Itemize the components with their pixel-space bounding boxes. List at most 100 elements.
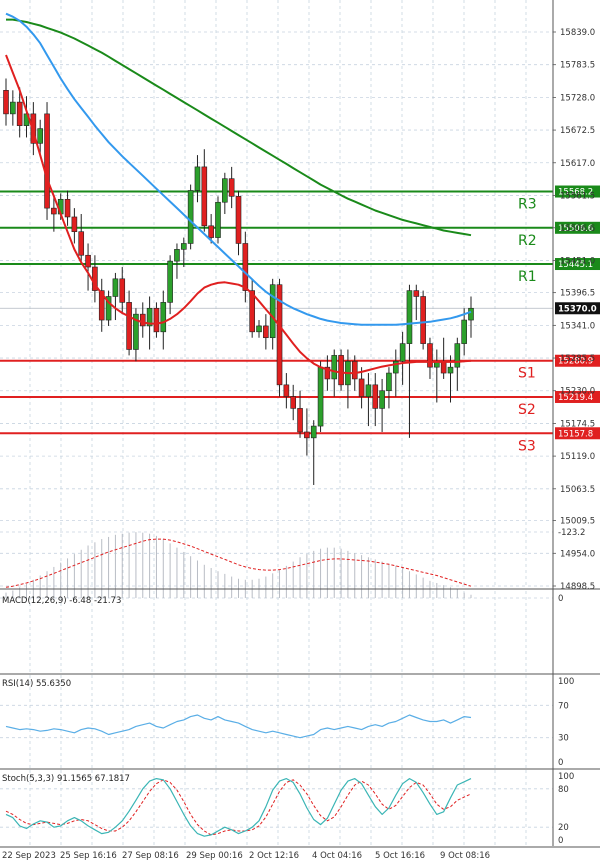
price-tick-label: 15396.5 [560,289,595,299]
time-tick-label: 4 Oct 04:16 [312,851,362,861]
stoch-k-line [5,777,472,837]
candle-bull [160,302,167,333]
candle-bear [249,290,255,333]
candle-bear [324,366,331,380]
candle-bull [167,260,173,303]
macd-axis: 0 -123.2 [558,528,585,604]
price-tick-label: 15451.0 [560,257,595,267]
candle-bear [276,284,283,386]
candle-bull [256,325,262,333]
moving-averages [5,12,472,375]
price-tick-label: 15119.0 [560,452,595,462]
price-tick-label: 15672.5 [560,126,595,136]
candle-bear [440,360,447,374]
level-name-s1: S1 [518,366,536,382]
candle-bull [365,384,372,397]
price-tick-label: 15341.0 [560,321,595,331]
candle-bear [64,198,71,218]
price-tick-label: 15728.0 [560,93,595,103]
price-tick-label: 15561.5 [560,191,595,201]
candle-bull [317,366,324,427]
ma-fast-line [5,54,472,375]
candle-bull [379,390,385,409]
candle-bear [283,384,290,397]
candle-bear [119,278,126,303]
price-tick-label: 15174.5 [560,419,595,429]
candle-bear [3,90,9,115]
candle-bear [297,408,303,433]
price-axis: 15839.0 15783.5 15728.0 15672.5 15617.0 15561… [553,28,595,592]
candle-bear [228,178,235,197]
candle-bear [420,296,426,344]
price-tick-label: 14898.5 [560,582,595,592]
candle-bull [187,190,194,244]
stoch-tick-label: 80 [558,785,569,795]
level-name-r1: R1 [518,269,537,285]
macd-tick-label: 0 [558,594,563,604]
rsi-line [5,714,472,739]
stoch-plot [5,777,472,837]
level-badge-label-s1: 15280.9 [558,357,593,367]
candle-bull [105,296,112,321]
price-tick-label: 14954.0 [560,549,595,559]
macd-plot [5,532,472,598]
candle-bear [290,396,297,409]
level-badge-r3 [555,185,600,198]
candle-bear [235,196,242,244]
price-tick-label: 15063.5 [560,485,595,495]
rsi-tick-label: 0 [558,758,563,768]
candle-bull [146,307,153,327]
candle-bear [304,431,310,439]
ma-slow-line [6,18,472,237]
candle-bull [331,355,338,380]
candle-bull [37,128,43,144]
level-name-r3: R3 [518,197,537,213]
candle-bull [269,284,276,339]
level-badge-r2 [555,221,600,234]
price-tick-label: 15506.6 [560,224,595,234]
stoch-tick-label: 100 [558,772,574,782]
macd-grid [0,531,553,673]
macd-pane: MACD(12,26,9) -6.48 -21.73 0 -123.2 [0,528,585,673]
ma-mid-line [5,12,472,326]
time-tick-label: 2 Oct 12:16 [249,851,299,861]
rsi-grid [0,675,553,768]
main-price-pane: R3 15568.2 R2 15506.6 R1 15445.1 S1 15280.9 S2 15… [0,0,600,592]
candle-bull [174,249,180,262]
candle-bear [263,325,269,339]
rsi-tick-label: 100 [558,677,574,687]
level-badge-label-r1: 15445.1 [558,260,593,270]
current-price-label: 15370.0 [558,304,597,314]
level-badge-label-s3: 15157.8 [558,429,593,439]
candle-bull [386,372,392,392]
candle-bull [10,101,16,115]
stoch-tick-label: 0 [558,836,563,846]
candle-bull [133,313,139,350]
price-tick-label: 15009.5 [560,517,595,527]
candle-bear [16,101,23,126]
rsi-tick-label: 70 [558,701,569,711]
time-tick-label: 9 Oct 08:16 [440,851,490,861]
level-badge-s3 [555,427,600,440]
time-tick-label: 29 Sep 00:16 [186,851,243,861]
candle-bull [310,425,317,439]
rsi-pane: RSI(14) 55.6350 100 70 30 0 [0,675,574,768]
level-badge-label-r3: 15568.2 [558,188,593,198]
candle-bull [215,201,221,238]
macd-tick-label: -123.2 [558,528,585,538]
current-price-badge [555,302,600,315]
rsi-plot [5,714,472,739]
candle-bull [222,178,228,203]
time-tick-label: 22 Sep 2023 [2,851,56,861]
candle-bear [358,378,365,397]
candle-bear [126,302,132,350]
time-axis: 22 Sep 2023 25 Sep 16:16 27 Sep 08:16 29 Se… [2,851,490,861]
rsi-axis: 100 70 30 0 [558,677,574,768]
candle-bull [468,307,474,321]
candle-bear [372,384,379,409]
candle-bear [208,225,214,238]
candle-bull [180,243,187,250]
price-tick-label: 15230.0 [560,387,595,397]
